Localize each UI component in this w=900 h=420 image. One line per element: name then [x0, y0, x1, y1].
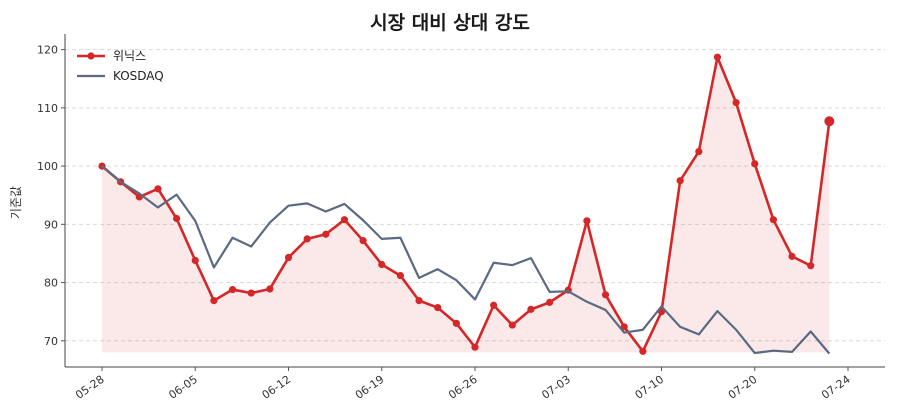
series-point [695, 147, 703, 156]
series-point [173, 214, 181, 223]
series-point [154, 185, 162, 193]
series-point [546, 298, 554, 306]
y-axis-label: 기준값 [9, 186, 23, 219]
series-point [471, 343, 479, 351]
series-point [266, 285, 274, 293]
series-point [322, 230, 330, 238]
series-point [284, 253, 293, 262]
series-point [676, 177, 684, 185]
series-point [434, 304, 442, 312]
series-end-point [824, 116, 835, 127]
series-point [359, 237, 367, 245]
series-point [340, 216, 349, 224]
x-tick-label: 07-03 [539, 373, 573, 402]
series-point [247, 289, 255, 297]
series-point [415, 297, 423, 305]
y-tick-label: 70 [44, 335, 58, 348]
x-tick-label: 06-05 [166, 373, 200, 402]
x-tick-label: 05-28 [73, 373, 107, 402]
series-point [732, 99, 740, 107]
x-tick-label: 06-19 [353, 373, 387, 402]
series-point [788, 252, 796, 260]
series-point [527, 305, 535, 313]
series-point [191, 256, 199, 265]
series-line-winix [101, 55, 831, 353]
legend: 위닉스 KOSDAQ [77, 49, 164, 83]
x-tick-label: 07-20 [726, 373, 760, 402]
series-point [583, 217, 591, 225]
x-tick-label: 07-10 [633, 373, 667, 402]
legend-label: KOSDAQ [113, 69, 164, 83]
series-point [508, 321, 516, 329]
gridlines [65, 49, 885, 342]
y-tick-label: 110 [37, 102, 58, 115]
x-tick-label: 06-12 [260, 373, 294, 402]
series-point [807, 262, 815, 270]
y-tick-label: 90 [44, 218, 58, 231]
chart-title: 시장 대비 상대 강도 [370, 12, 530, 34]
series-point [620, 323, 628, 331]
series-point [769, 216, 778, 224]
series-lines [98, 53, 835, 355]
series-point [396, 271, 404, 280]
series-line-kosdaq [101, 165, 831, 355]
series-point [490, 301, 498, 309]
series-point [303, 235, 311, 243]
y-tick-label: 100 [37, 160, 58, 173]
series-point [751, 160, 759, 168]
y-tick-label: 80 [44, 277, 58, 290]
series-point [452, 319, 460, 327]
series-point [378, 260, 386, 269]
area-fill [102, 57, 830, 353]
series-point [228, 285, 237, 294]
x-tick-label: 06-26 [446, 373, 480, 402]
series-point [713, 53, 722, 61]
legend-marker [87, 52, 95, 60]
series-point [210, 297, 218, 305]
x-tick-label: 07-24 [819, 373, 853, 402]
series-point [639, 347, 647, 355]
series-area-0 [102, 57, 830, 353]
legend-label: 위닉스 [113, 49, 146, 63]
y-tick-label: 120 [37, 44, 58, 57]
series-point [601, 291, 610, 299]
